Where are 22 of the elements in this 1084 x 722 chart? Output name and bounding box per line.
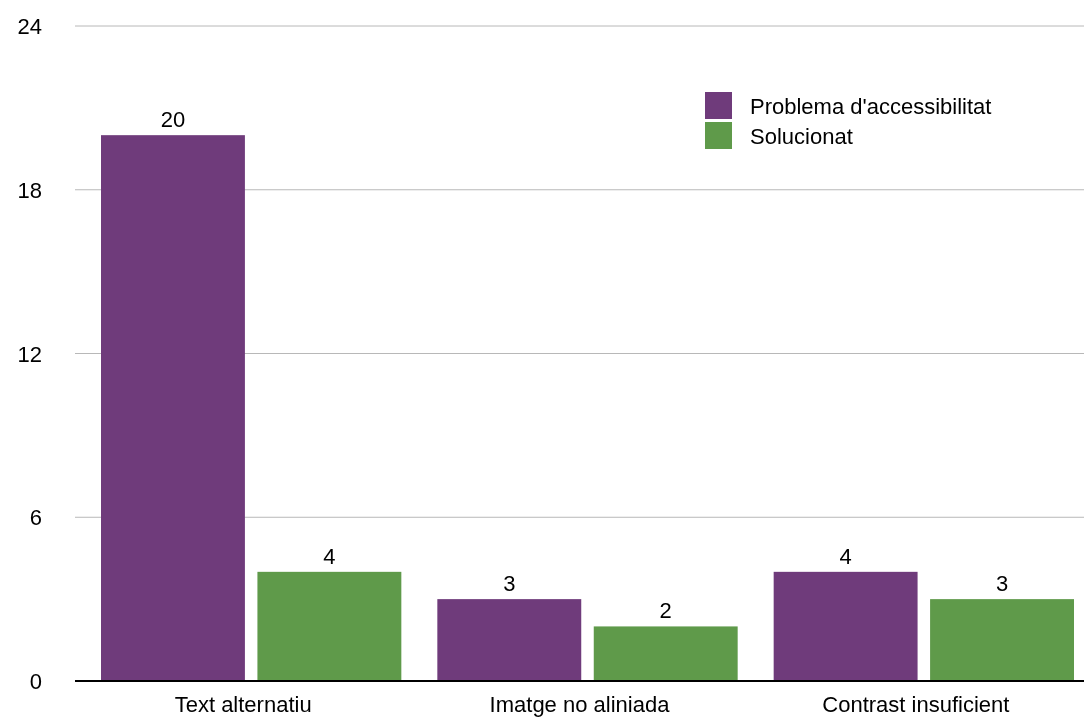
x-tick-label: Contrast insuficient (822, 692, 1010, 717)
y-tick-label: 24 (17, 14, 42, 39)
x-tick-label: Text alternatiu (174, 692, 312, 717)
data-label: 3 (503, 571, 516, 597)
y-tick-label: 6 (29, 505, 42, 531)
data-label: 3 (995, 571, 1009, 597)
data-label: 20 (160, 107, 186, 133)
bar (437, 599, 582, 681)
y-tick-label: 0 (29, 669, 42, 694)
bar (773, 571, 918, 681)
bar (930, 599, 1074, 681)
legend-label: Problema d'accessibilitat (750, 94, 992, 119)
legend-label: Solucionat (750, 124, 853, 149)
x-tick-label: Imatge no aliniada (489, 692, 671, 717)
bar (257, 571, 402, 681)
bar (101, 135, 245, 681)
data-label: 2 (659, 598, 672, 624)
y-tick-label: 12 (17, 341, 42, 367)
data-label: 4 (323, 543, 336, 569)
bar (593, 626, 738, 681)
y-tick-label: 18 (17, 177, 42, 203)
data-label: 4 (839, 543, 852, 569)
